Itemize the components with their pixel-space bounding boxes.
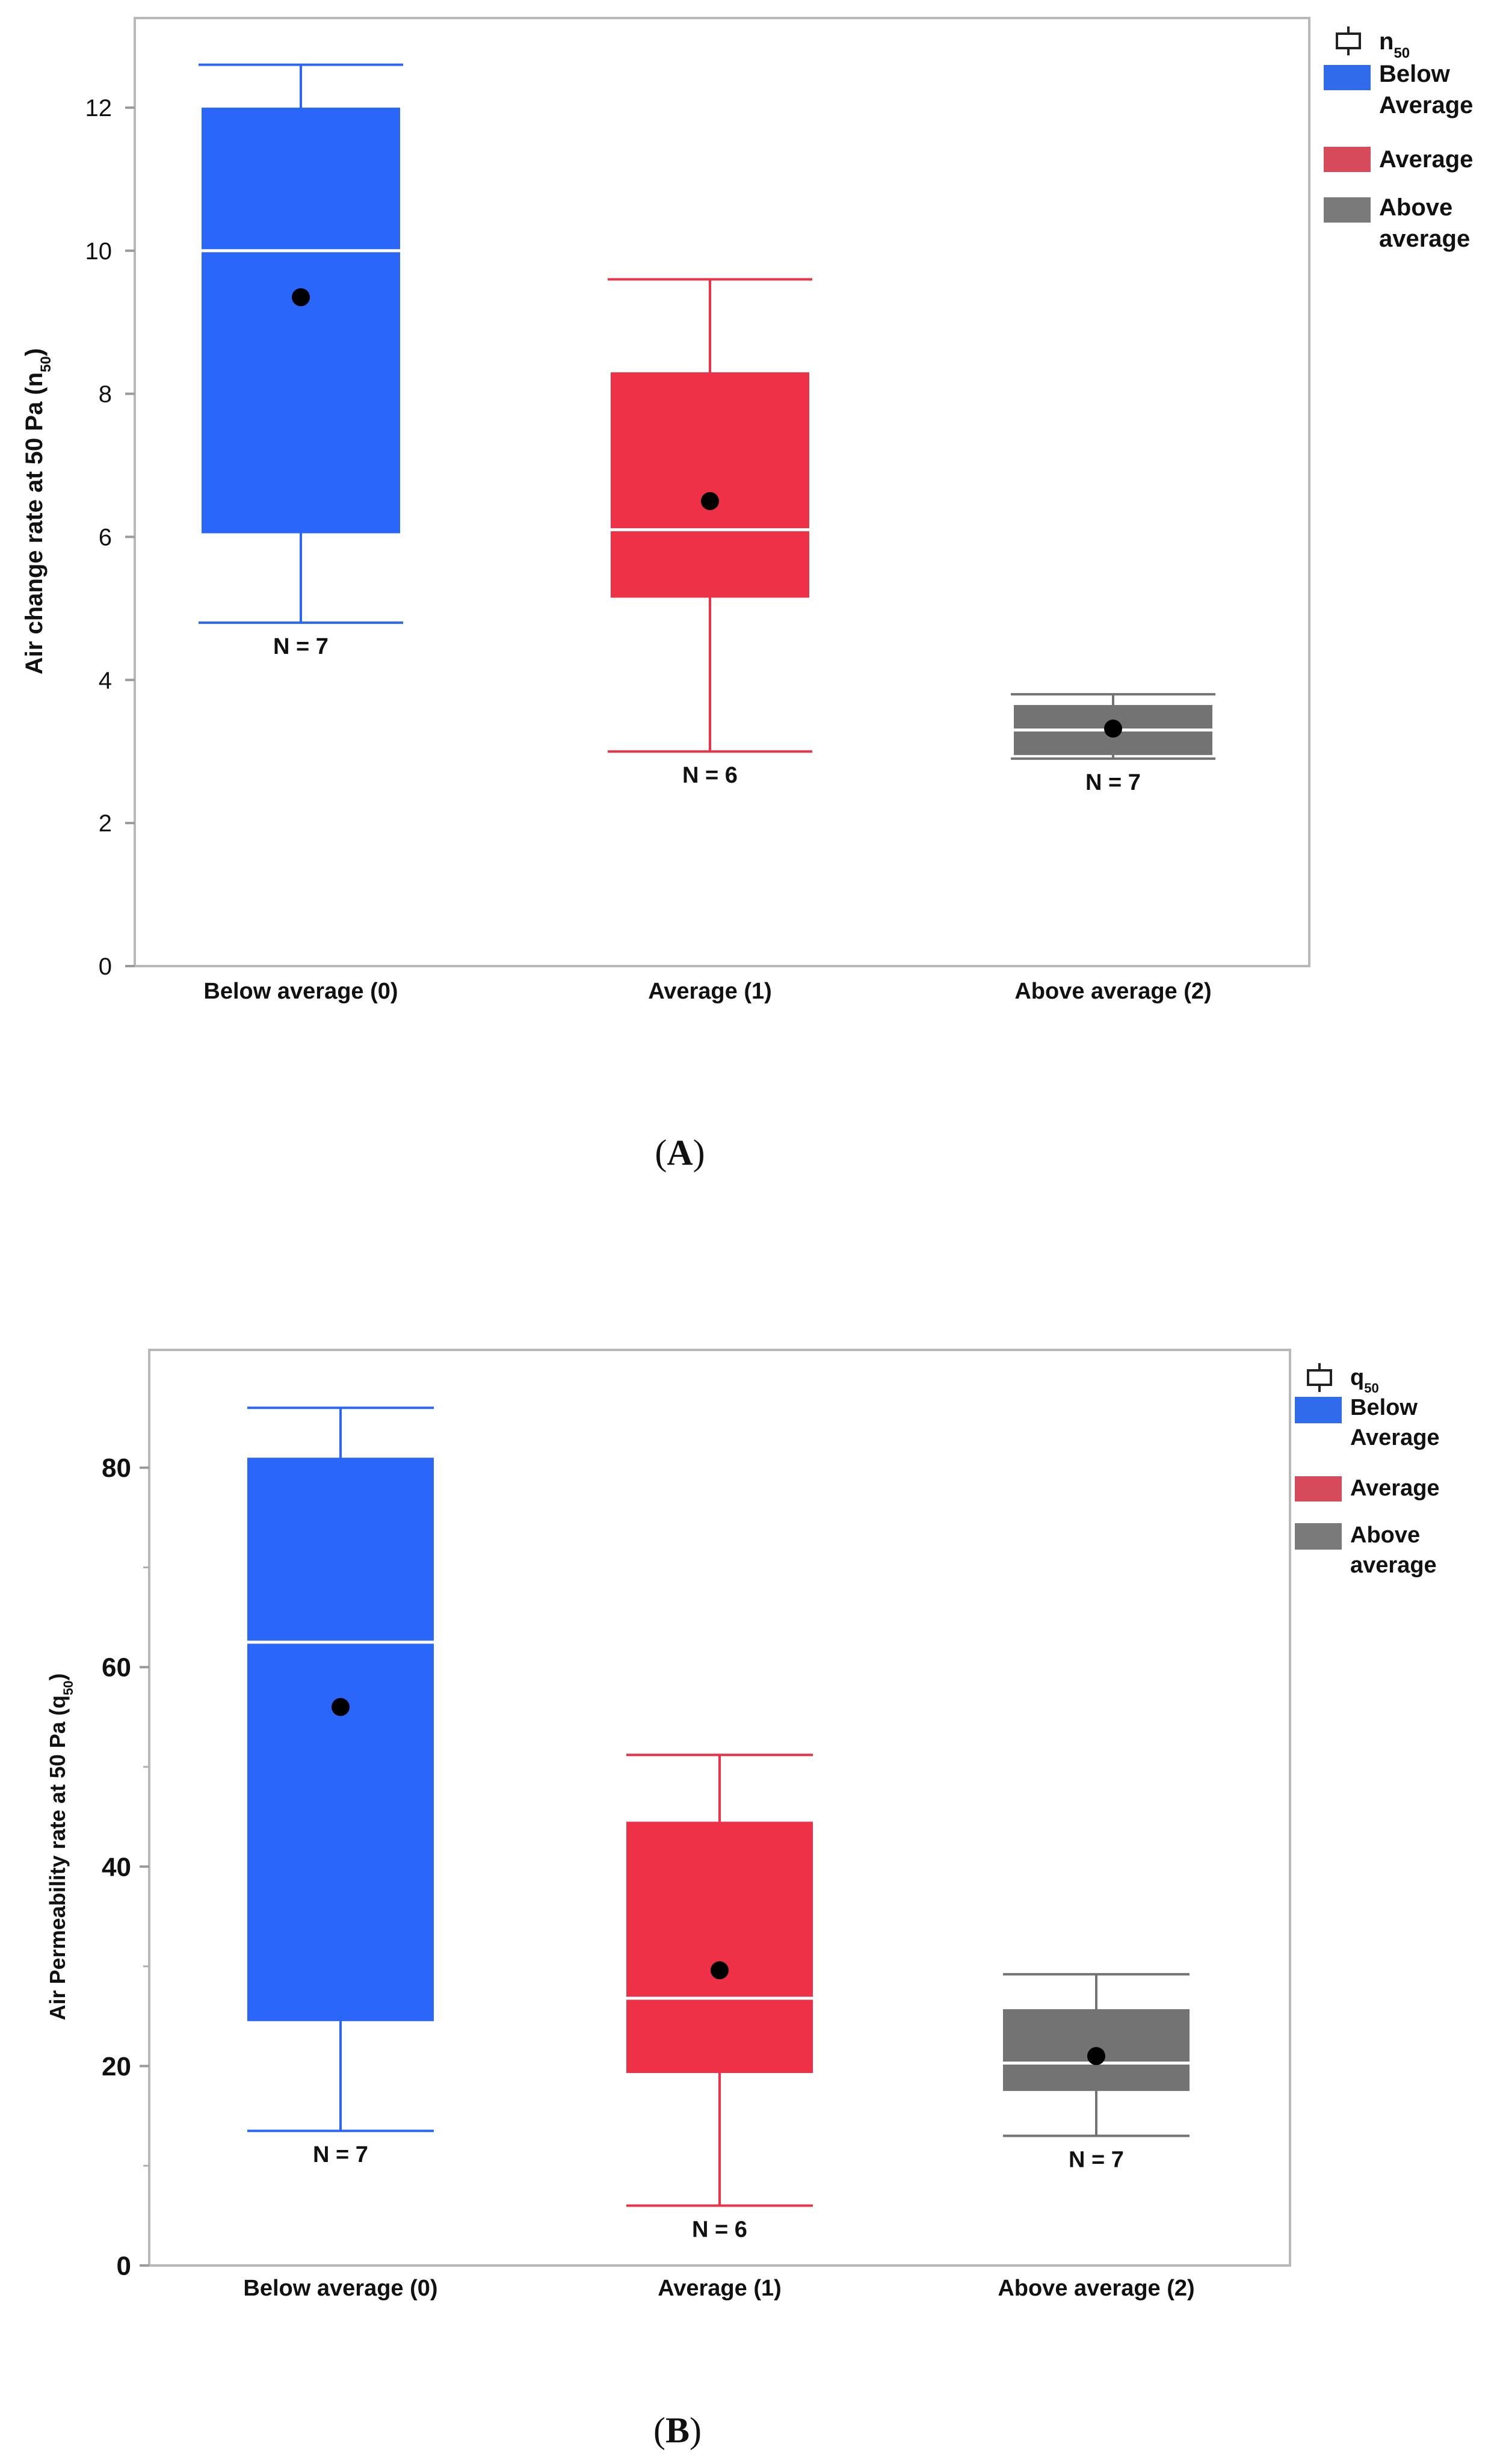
box-above-average-2: N = 7	[1011, 693, 1215, 795]
panel-label-a: (A)	[655, 1133, 705, 1172]
box-average-1: N = 6	[608, 278, 812, 788]
iqr-box	[202, 107, 400, 534]
x-tick-label: Above average (2)	[998, 2276, 1194, 2301]
iqr-box	[611, 372, 809, 598]
mean-marker	[332, 1698, 350, 1716]
legend-swatch-below-average	[1324, 65, 1371, 90]
iqr-box	[247, 1458, 434, 2021]
x-axis-a: Below average (0) Average (1) Above averag…	[203, 979, 1211, 1004]
n-count-label: N = 7	[1069, 2147, 1124, 2172]
y-tick-label: 4	[99, 667, 112, 694]
iqr-box	[626, 1822, 813, 2074]
mean-marker	[701, 492, 719, 510]
y-tick-label: 20	[102, 2052, 131, 2081]
legend-label-above-average: Above average	[1350, 1523, 1437, 1578]
legend-title-b: q50	[1350, 1365, 1379, 1396]
n-count-label: N = 6	[692, 2217, 747, 2243]
legend-title-a: n50	[1379, 28, 1410, 61]
panel-label-b: (B)	[653, 2410, 702, 2450]
x-axis-b: Below average (0) Average (1) Above averag…	[243, 2276, 1194, 2301]
n-count-label: N = 7	[313, 2142, 368, 2167]
y-tick-label: 80	[102, 1453, 131, 1483]
panel-b: 0 20 40 60 80 N = 7 N = 6 N = 7 Below average …	[45, 1349, 1440, 2450]
y-tick-label: 6	[99, 524, 112, 550]
mean-marker	[1087, 2047, 1105, 2065]
n-count-label: N = 7	[273, 634, 329, 659]
legend-label-above-average: Above average	[1379, 194, 1470, 252]
legend-a: n50 Below Average Average Above average	[1324, 26, 1473, 252]
legend-b: q50 Below Average Average Above average	[1295, 1363, 1440, 1578]
x-tick-label: Average (1)	[658, 2276, 782, 2301]
boxplot-legend-icon	[1307, 1363, 1332, 1392]
x-tick-label: Above average (2)	[1014, 979, 1211, 1004]
box-below-average-0: N = 7	[199, 63, 403, 659]
x-tick-label: Below average (0)	[203, 979, 398, 1004]
y-tick-label: 8	[99, 381, 112, 408]
y-tick-label: 0	[117, 2251, 131, 2281]
y-axis-a: 0 2 4 6 8 10 12	[85, 95, 135, 980]
legend-swatch-average	[1295, 1476, 1342, 1502]
y-tick-label: 2	[99, 810, 112, 837]
plot-frame-b	[148, 1349, 1291, 2267]
mean-marker	[1104, 719, 1122, 738]
y-axis-title-b: Air Permeability rate at 50 Pa (q50)	[45, 1674, 76, 2021]
y-tick-label: 40	[102, 1852, 131, 1882]
mean-marker	[292, 288, 310, 307]
legend-label-below-average: Below Average	[1379, 61, 1473, 119]
n-count-label: N = 7	[1085, 770, 1141, 795]
n-count-label: N = 6	[682, 763, 738, 788]
box-average-1: N = 6	[626, 1754, 813, 2243]
boxes-a: N = 7 N = 6 N = 7	[199, 63, 1215, 795]
legend-swatch-below-average	[1295, 1397, 1342, 1423]
y-tick-label: 0	[99, 953, 112, 980]
boxplot-legend-icon	[1336, 26, 1361, 55]
y-tick-label: 10	[85, 238, 113, 265]
legend-label-average: Average	[1350, 1476, 1440, 1501]
legend-swatch-average	[1324, 147, 1371, 172]
box-above-average-2: N = 7	[1003, 1973, 1190, 2172]
y-axis-b: 0 20 40 60 80	[102, 1453, 149, 2281]
mean-marker	[711, 1961, 729, 1980]
x-tick-label: Average (1)	[648, 979, 772, 1004]
y-tick-label: 12	[85, 95, 113, 122]
legend-label-below-average: Below Average	[1350, 1395, 1440, 1450]
y-tick-label: 60	[102, 1653, 131, 1683]
legend-swatch-above-average	[1324, 197, 1371, 223]
panel-a: 0 2 4 6 8 10 12 N = 7 N = 6 N = 7 Below average …	[21, 17, 1473, 1172]
box-below-average-0: N = 7	[247, 1406, 434, 2167]
y-axis-title-a: Air change rate at 50 Pa (n50)	[21, 348, 54, 674]
plot-frame-a	[134, 17, 1310, 967]
legend-swatch-above-average	[1295, 1523, 1342, 1550]
x-tick-label: Below average (0)	[243, 2276, 437, 2301]
legend-label-average: Average	[1379, 146, 1473, 173]
boxes-b: N = 7 N = 6 N = 7	[247, 1406, 1190, 2243]
